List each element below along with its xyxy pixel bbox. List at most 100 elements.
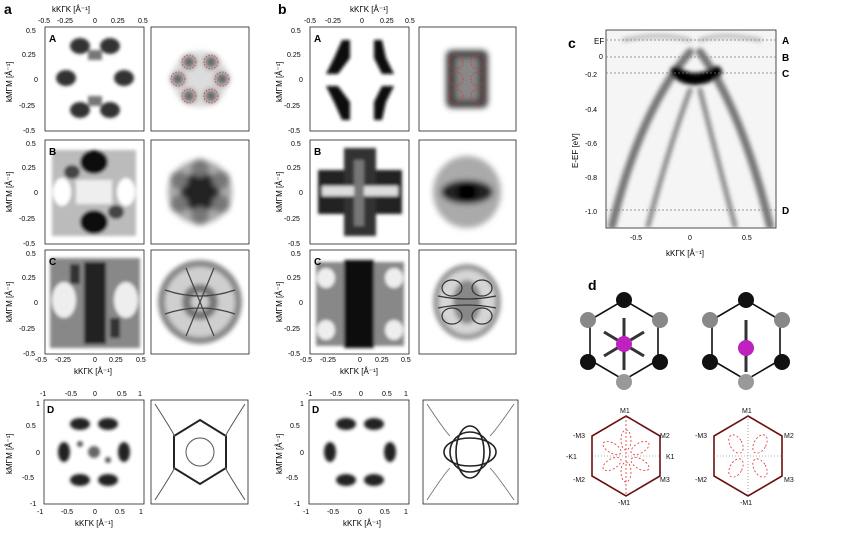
bz-label: M1 — [742, 408, 752, 415]
level-label: D — [782, 206, 789, 217]
row-label: B — [49, 147, 56, 158]
tick: 0.25 — [111, 18, 125, 25]
tick: 0.5 — [26, 251, 36, 258]
tick: 0.25 — [287, 275, 301, 282]
tick: -0.6 — [585, 141, 597, 148]
tick: 0 — [93, 391, 97, 398]
tick: 0 — [300, 450, 304, 457]
tick: 0.25 — [22, 165, 36, 172]
panel-b-letter: b — [278, 1, 287, 17]
panel-b-xlabel-top: kKΓK [Å⁻¹] — [350, 5, 388, 14]
tick: 0.5 — [291, 28, 301, 35]
panel-a-top-ticks: -0.5 -0.25 0 0.25 0.5 — [38, 18, 148, 25]
panel-a-row-b: B — [44, 139, 250, 245]
tick: 1 — [404, 509, 408, 516]
panel-a-xlabel-d: kKΓK [Å⁻¹] — [75, 519, 113, 528]
bz-label: M3 — [660, 477, 670, 484]
row-label: C — [314, 257, 321, 268]
row-label: B — [314, 147, 321, 158]
panel-b-ylabel-d: kMΓM [Å⁻¹] — [275, 433, 284, 474]
panel-b-d-top-ticks: -1 -0.5 0 0.5 1 — [306, 391, 408, 398]
tick: -0.5 — [630, 235, 642, 242]
tick: -0.25 — [284, 326, 300, 333]
tick: 0 — [36, 450, 40, 457]
panel-a-xlabel-top: kKΓK [Å⁻¹] — [52, 5, 90, 14]
panel-b-ylabel: kMΓM [Å⁻¹] — [275, 171, 284, 212]
tick: -0.25 — [320, 357, 336, 364]
bz-label: -K1 — [566, 454, 577, 461]
panel-b-bottom-ticks: -0.5 -0.25 0 0.25 0.5 — [300, 357, 411, 364]
tick: 0.5 — [382, 391, 392, 398]
tick: -0.25 — [57, 18, 73, 25]
lattice-right — [702, 292, 790, 390]
bz-right: M1 M2 M3 -M1 -M2 -M3 — [695, 408, 794, 507]
bz-left: M1 M2 K1 M3 -M1 -M2 -K1 -M3 — [566, 408, 675, 507]
bz-label: M1 — [620, 408, 630, 415]
tick: -0.8 — [585, 175, 597, 182]
panel-b-xlabel-d: kKΓK [Å⁻¹] — [343, 519, 381, 528]
tick: -0.5 — [38, 18, 50, 25]
panel-c-x-ticks: -0.5 0 0.5 — [630, 235, 752, 242]
tick: 1 — [139, 509, 143, 516]
panel-c-level-labels: A B C D — [782, 36, 789, 217]
bz-label: -M3 — [695, 433, 707, 440]
tick: -0.5 — [300, 357, 312, 364]
tick: -0.5 — [288, 128, 300, 135]
tick: 0.5 — [138, 18, 148, 25]
tick: 0 — [93, 357, 97, 364]
row-label: A — [49, 34, 56, 45]
tick: 0.5 — [115, 509, 125, 516]
panel-a-ylabel: kMΓM [Å⁻¹] — [5, 171, 14, 212]
tick: 0 — [599, 54, 603, 61]
tick: 0.25 — [375, 357, 389, 364]
tick: 0 — [359, 391, 363, 398]
tick: -0.5 — [61, 509, 73, 516]
panel-a-y-ticks: 0.5 0.25 0 -0.25 -0.5 0.5 0.25 0 -0.25 -… — [19, 28, 38, 358]
tick: 0 — [34, 77, 38, 84]
tick: 0.25 — [380, 18, 394, 25]
bz-label: -M1 — [740, 500, 752, 507]
tick: -0.5 — [327, 509, 339, 516]
tick: 0 — [358, 357, 362, 364]
panel-d-letter: d — [588, 277, 597, 293]
tick: 0.5 — [291, 141, 301, 148]
tick: -0.5 — [330, 391, 342, 398]
tick: -0.25 — [284, 103, 300, 110]
panel-c-letter: c — [568, 35, 576, 51]
tick: -0.25 — [19, 103, 35, 110]
panel-b-xlabel-bottom: kKΓK [Å⁻¹] — [340, 367, 378, 376]
tick: -1 — [40, 391, 46, 398]
row-label: C — [49, 257, 56, 268]
panel-a-ylabel: kMΓM [Å⁻¹] — [5, 61, 14, 102]
level-label: C — [782, 69, 789, 80]
tick: 0.5 — [401, 357, 411, 364]
tick: 0.5 — [117, 391, 127, 398]
tick: -0.5 — [65, 391, 77, 398]
panel-a-row-d: D — [43, 399, 249, 505]
tick: 0.25 — [109, 357, 123, 364]
tick: 0.5 — [26, 141, 36, 148]
tick: 0 — [34, 300, 38, 307]
tick: 0 — [93, 18, 97, 25]
tick: -0.5 — [23, 241, 35, 248]
tick: 0.25 — [287, 165, 301, 172]
bz-label: M2 — [660, 433, 670, 440]
tick: -0.5 — [35, 357, 47, 364]
tick: -0.25 — [325, 18, 341, 25]
panel-b-row-a: A — [309, 26, 517, 132]
tick: 0 — [34, 190, 38, 197]
tick: 0.5 — [742, 235, 752, 242]
tick: -1 — [306, 391, 312, 398]
tick: 0 — [358, 509, 362, 516]
panel-c-ylabel: E-EF [eV] — [571, 133, 580, 168]
tick: 0 — [299, 190, 303, 197]
panel-b-row-c: C — [309, 249, 517, 355]
panel-a-mid-bottom-ticks: -0.5 -0.25 0 0.25 0.5 — [35, 357, 146, 364]
tick: 0.25 — [22, 52, 36, 59]
bz-label: M2 — [784, 433, 794, 440]
tick: 0.25 — [22, 275, 36, 282]
tick: 0.5 — [405, 18, 415, 25]
panel-a-ylabel-d: kMΓM [Å⁻¹] — [5, 433, 14, 474]
panel-a-d-y-ticks: 1 0.5 0 -0.5 -1 -1 -0.5 0 0.5 1 — [22, 401, 143, 516]
panel-b-ylabel: kMΓM [Å⁻¹] — [275, 61, 284, 102]
